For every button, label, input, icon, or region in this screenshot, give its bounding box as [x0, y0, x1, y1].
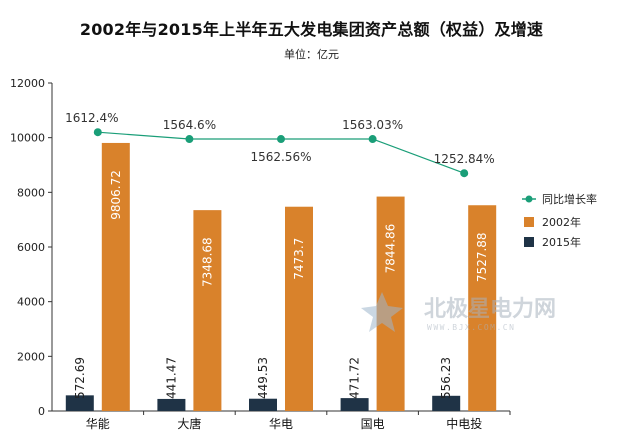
watermark-url: WWW.BJX.COM.CN [427, 323, 515, 332]
bar-2002 [193, 210, 222, 411]
watermark-star-icon [361, 292, 403, 332]
data-label-2015: 449.53 [256, 357, 270, 399]
data-label-2015: 572.69 [73, 357, 87, 399]
data-label-2002: 7348.68 [200, 237, 214, 287]
x-tick-label: 大唐 [177, 416, 201, 431]
data-label-2015: 556.23 [439, 357, 453, 399]
legend-line-marker [525, 195, 533, 203]
growth-label: 1564.6% [163, 118, 216, 132]
growth-label: 1562.56% [250, 150, 311, 164]
bar-2002 [468, 205, 497, 411]
growth-point [93, 128, 102, 137]
x-tick-label: 国电 [361, 417, 385, 431]
data-label-2015: 471.72 [348, 357, 362, 399]
growth-label: 1563.03% [342, 118, 403, 132]
bar-2015 [432, 395, 461, 411]
y-tick-label: 2000 [17, 350, 45, 363]
x-tick-label: 中电投 [446, 416, 482, 431]
y-tick-label: 10000 [10, 132, 45, 145]
data-label-2015: 441.47 [164, 357, 178, 399]
y-tick-label: 0 [38, 405, 45, 418]
y-tick-label: 6000 [17, 241, 45, 254]
growth-label: 1252.84% [434, 152, 495, 166]
chart-title: 2002年与2015年上半年五大发电集团资产总额（权益）及增速 [79, 20, 544, 39]
legend-label-growth: 同比增长率 [542, 192, 597, 206]
growth-point [185, 135, 194, 144]
growth-point [277, 135, 285, 144]
legend-label-2002: 2002年 [542, 215, 581, 229]
data-label-2002: 7473.7 [292, 238, 306, 280]
bar-2002 [101, 142, 130, 411]
x-tick-label: 华能 [86, 417, 110, 431]
legend-swatch-2002 [524, 217, 534, 227]
legend-swatch-2015 [524, 237, 534, 247]
bar-2015 [340, 398, 369, 411]
bar-2002 [285, 206, 313, 411]
bar-2015 [157, 398, 186, 411]
y-tick-label: 12000 [10, 77, 45, 90]
data-label-2002: 9806.72 [109, 170, 123, 220]
growth-point [368, 135, 377, 144]
bar-2015 [65, 395, 94, 411]
growth-label: 1612.4% [65, 111, 118, 125]
watermark-name: 北极星电力网 [424, 297, 556, 322]
bar-2015 [249, 398, 277, 411]
y-tick-label: 8000 [17, 186, 45, 199]
y-tick-label: 4000 [17, 296, 45, 309]
growth-point [460, 169, 469, 178]
x-tick-label: 华电 [269, 417, 293, 431]
data-label-2002: 7527.88 [475, 232, 489, 282]
data-label-2002: 7844.86 [384, 224, 398, 274]
legend-label-2015: 2015年 [542, 235, 581, 249]
chart-unit-label: 单位：亿元 [284, 48, 339, 61]
